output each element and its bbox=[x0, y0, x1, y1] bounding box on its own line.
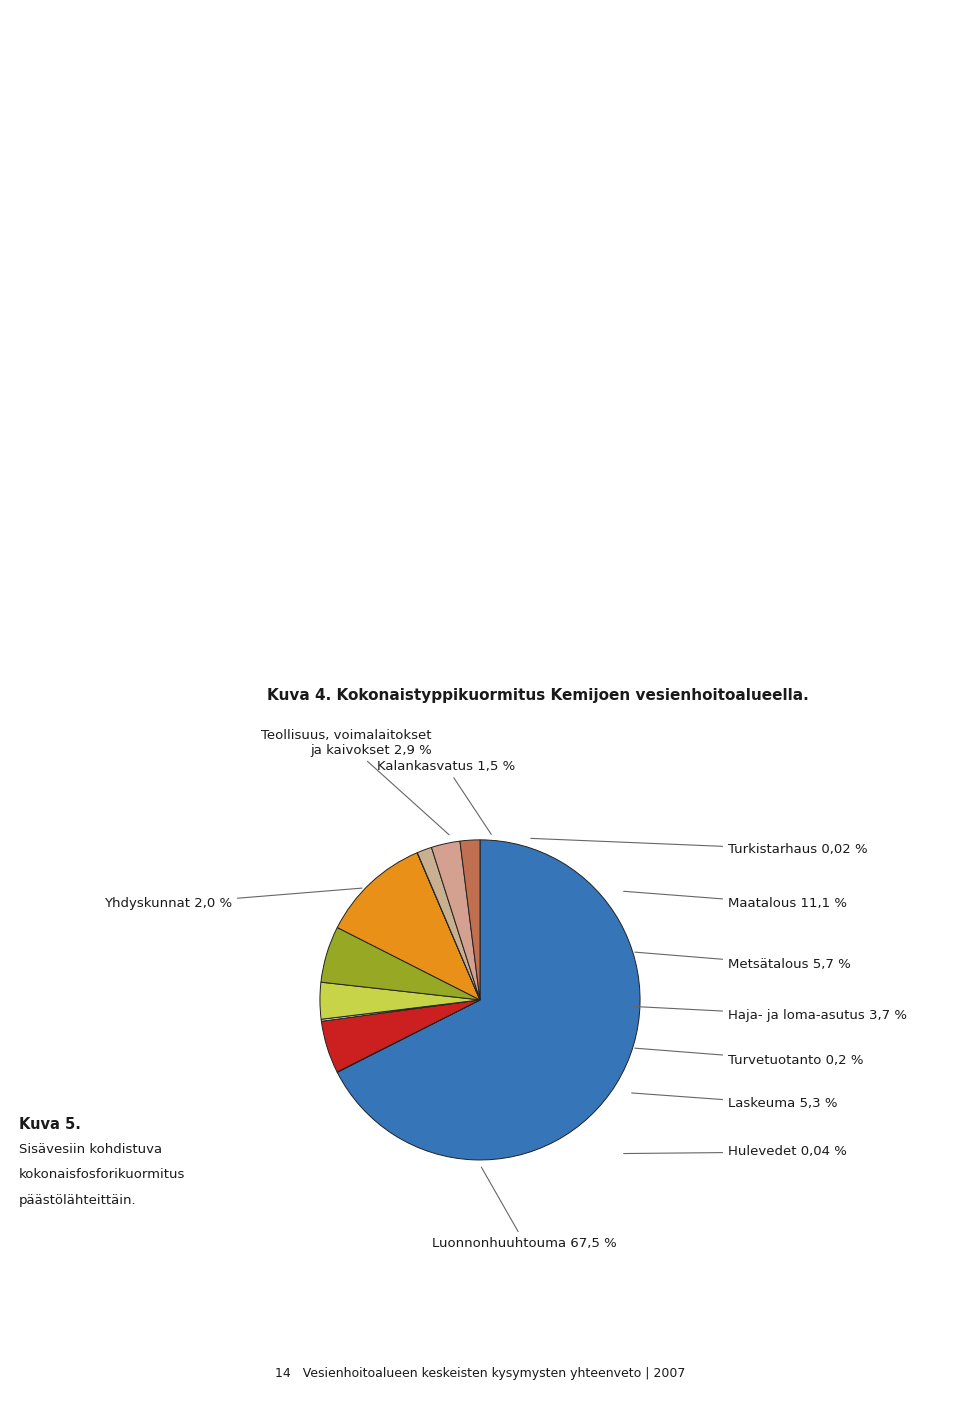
Text: Laskeuma 5,3 %: Laskeuma 5,3 % bbox=[632, 1094, 837, 1110]
Wedge shape bbox=[337, 840, 640, 1159]
Text: Luonnonhuuhtouma 67,5 %: Luonnonhuuhtouma 67,5 % bbox=[432, 1168, 617, 1249]
Wedge shape bbox=[321, 928, 480, 1000]
Text: päästölähteittäin.: päästölähteittäin. bbox=[19, 1193, 137, 1207]
Wedge shape bbox=[418, 852, 480, 1000]
Wedge shape bbox=[322, 1000, 480, 1021]
Text: Kalankasvatus 1,5 %: Kalankasvatus 1,5 % bbox=[377, 760, 516, 834]
Text: Kuva 4. Kokonaistyppikuormitus Kemijoen vesienhoitoalueella.: Kuva 4. Kokonaistyppikuormitus Kemijoen … bbox=[267, 688, 808, 702]
Text: Yhdyskunnat 2,0 %: Yhdyskunnat 2,0 % bbox=[104, 887, 362, 910]
Wedge shape bbox=[337, 1000, 480, 1073]
Text: Turvetuotanto 0,2 %: Turvetuotanto 0,2 % bbox=[635, 1049, 864, 1067]
Text: Kuva 5.: Kuva 5. bbox=[19, 1117, 81, 1131]
Text: 14   Vesienhoitoalueen keskeisten kysymysten yhteenveto | 2007: 14 Vesienhoitoalueen keskeisten kysymyst… bbox=[275, 1367, 685, 1381]
Wedge shape bbox=[431, 841, 480, 1000]
Text: kokonaisfosforikuormitus: kokonaisfosforikuormitus bbox=[19, 1168, 185, 1182]
Text: Turkistarhaus 0,02 %: Turkistarhaus 0,02 % bbox=[531, 838, 868, 857]
Text: Teollisuus, voimalaitokset
ja kaivokset 2,9 %: Teollisuus, voimalaitokset ja kaivokset … bbox=[261, 729, 449, 834]
Wedge shape bbox=[320, 983, 480, 1019]
Text: Metsätalous 5,7 %: Metsätalous 5,7 % bbox=[635, 952, 851, 972]
Wedge shape bbox=[418, 847, 480, 1000]
Wedge shape bbox=[337, 852, 480, 1000]
Wedge shape bbox=[460, 840, 480, 1000]
Text: Sisävesiin kohdistuva: Sisävesiin kohdistuva bbox=[19, 1143, 162, 1157]
Text: Haja- ja loma-asutus 3,7 %: Haja- ja loma-asutus 3,7 % bbox=[634, 1007, 907, 1022]
Text: Hulevedet 0,04 %: Hulevedet 0,04 % bbox=[624, 1145, 847, 1158]
Text: Maatalous 11,1 %: Maatalous 11,1 % bbox=[624, 892, 847, 910]
Wedge shape bbox=[322, 1000, 480, 1073]
